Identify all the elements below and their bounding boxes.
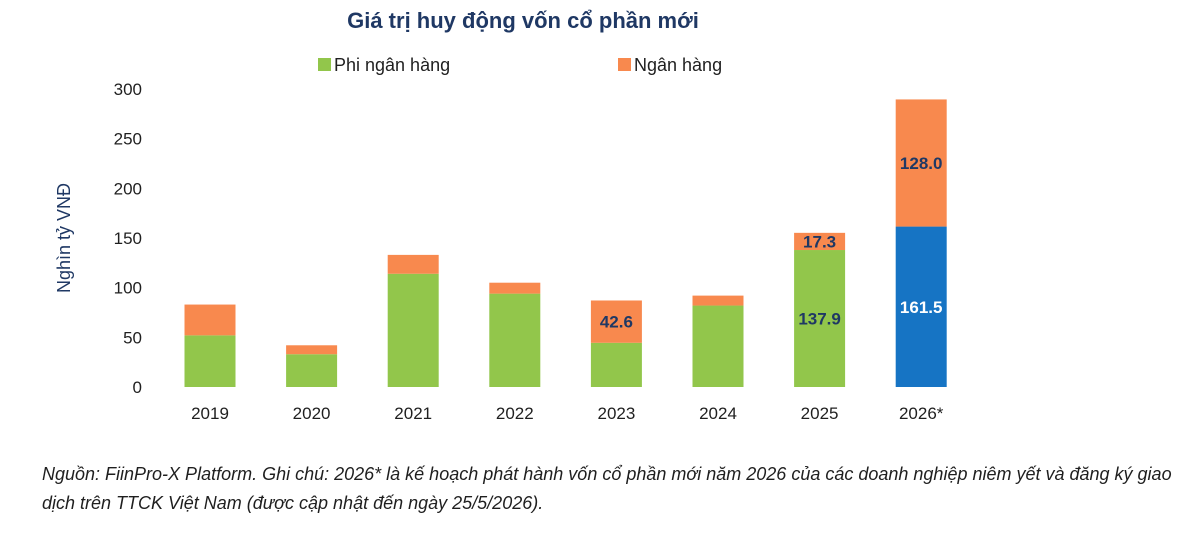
y-axis-title: Nghìn tỷ VNĐ	[54, 183, 74, 293]
x-tick-label: 2019	[191, 404, 229, 423]
bar-2024-phi-ngan-hang	[692, 305, 744, 387]
x-axis: 2019 2020 2021 2022 2023 2024 2025 2026*	[191, 404, 944, 423]
y-tick-label: 0	[133, 378, 142, 397]
bar-2023-ngan-hang	[590, 300, 642, 343]
y-tick-label: 250	[114, 130, 142, 149]
bar-2020-phi-ngan-hang	[286, 354, 338, 387]
legend: Phi ngân hàng Ngân hàng	[318, 55, 722, 75]
bar-2026-ngan-hang	[895, 99, 947, 227]
data-label-2026: 128.0	[900, 154, 943, 173]
x-tick-label: 2025	[801, 404, 839, 423]
bar-2022-ngan-hang	[489, 282, 541, 294]
data-label-2026: 161.5	[900, 298, 943, 317]
legend-swatch-1	[318, 58, 331, 71]
y-tick-label: 50	[123, 328, 142, 347]
x-tick-label: 2023	[597, 404, 635, 423]
bar-2026-phi-ngan-hang	[895, 226, 947, 387]
x-tick-label: 2020	[293, 404, 331, 423]
bar-2019-phi-ngan-hang	[184, 335, 236, 387]
bars	[184, 99, 947, 387]
data-label-2023: 42.6	[600, 313, 633, 332]
x-tick-label: 2021	[394, 404, 432, 423]
bar-2022-phi-ngan-hang	[489, 293, 541, 387]
x-tick-label: 2024	[699, 404, 737, 423]
bar-2019-ngan-hang	[184, 304, 236, 336]
y-axis: 0 50 100 150 200 250 300 Nghìn tỷ VNĐ	[54, 80, 142, 397]
data-label-2025: 17.3	[803, 232, 836, 251]
y-tick-label: 150	[114, 229, 142, 248]
bar-2025-ngan-hang	[794, 232, 846, 251]
bar-2021-phi-ngan-hang	[387, 273, 439, 387]
bar-2024-ngan-hang	[692, 295, 744, 306]
legend-label-2: Ngân hàng	[634, 55, 722, 75]
bar-2023-phi-ngan-hang	[590, 342, 642, 387]
data-label-2025: 137.9	[798, 310, 841, 329]
y-tick-label: 100	[114, 279, 142, 298]
legend-label-1: Phi ngân hàng	[334, 55, 450, 75]
bar-2020-ngan-hang	[286, 345, 338, 355]
chart-title: Giá trị huy động vốn cổ phần mới	[347, 8, 699, 33]
data-labels: 42.6 137.9 17.3 161.5 128.0	[600, 154, 943, 332]
stacked-bar-chart: Phi ngân hàng Ngân hàng 0 50 100 150 200 250 30…	[54, 55, 947, 423]
footnote: Nguồn: FiinPro-X Platform. Ghi chú: 2026…	[42, 464, 1172, 513]
legend-swatch-2	[618, 58, 631, 71]
bar-2021-ngan-hang	[387, 254, 439, 274]
x-tick-label: 2022	[496, 404, 534, 423]
y-tick-label: 300	[114, 80, 142, 99]
bar-2025-phi-ngan-hang	[794, 250, 846, 387]
y-tick-label: 200	[114, 179, 142, 198]
x-tick-label: 2026*	[899, 404, 944, 423]
